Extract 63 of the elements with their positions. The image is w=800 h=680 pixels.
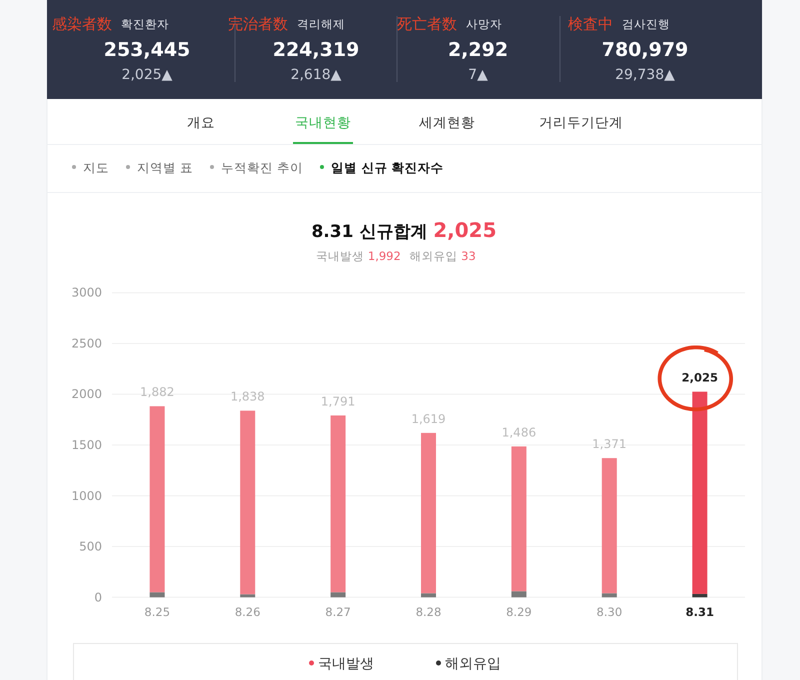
x-tick-label: 8.26 [234,605,260,619]
text: 検査中 [568,15,613,33]
y-tick-label: 2500 [71,336,102,350]
x-tick-label: 8.25 [144,605,170,619]
chart-subtitle: 국내발생 1,992 해외유입 33 [316,249,476,263]
text: 253,445 [104,39,190,61]
text: 完治者数 [228,15,288,33]
text: 국내현황 [295,115,351,131]
x-tick-label: 8.27 [325,605,351,619]
total-label: 1,619 [411,412,446,426]
total-label: 1,371 [592,437,627,452]
bar [330,592,346,598]
text: 7▲ [468,67,488,83]
x-tick-label: 8.29 [506,605,532,619]
text: 感染者数 [52,15,112,33]
chart-title: 8.31 신규합계 2,025 [311,218,497,242]
y-tick-label: 3000 [71,286,102,300]
text: 일별 신규 확진자수 [330,160,444,175]
legend-label: 국내발생 [318,656,374,672]
text: 224,319 [272,39,360,61]
text: 검사진행 [622,17,670,31]
bar [511,591,526,598]
text: 780,979 [602,39,688,61]
total-label: 2,025 [682,370,718,385]
bar [602,593,617,598]
x-tick-label: 8.30 [596,605,622,619]
bar [150,406,165,592]
text: 거리두기단계 [539,115,623,131]
legend-label: 해외유입 [445,656,501,672]
x-tick-label: 8.28 [416,605,442,619]
text: 2,025▲ [122,67,173,83]
text: 지역별 표 [137,160,193,175]
y-tick-label: 1500 [71,438,102,452]
bar [150,592,165,598]
text: 격리해제 [297,17,345,31]
bar [330,415,346,592]
text: 2,292 [448,39,508,61]
text: 2,618▲ [290,67,342,83]
bar [421,593,436,598]
text: 지도 [83,160,109,175]
total-label: 1,882 [140,385,174,400]
text: 세계현황 [419,115,475,131]
text: 확진환자 [121,17,169,31]
bar [240,594,256,598]
bar [240,410,256,594]
y-tick-label: 500 [79,540,102,554]
total-label: 1,791 [320,394,356,408]
text: 누적확진 추이 [220,160,303,175]
text: 개요 [187,115,215,131]
y-tick-label: 2000 [71,387,102,402]
text: 사망자 [466,17,502,31]
total-label: 1,838 [230,390,265,404]
bar [511,446,526,592]
text: 死亡者数 [397,15,457,33]
bar [602,458,617,594]
total-label: 1,486 [502,425,536,440]
x-tick-label: 8.31 [686,605,714,619]
text: 29,738▲ [615,67,676,83]
bar [421,432,436,594]
bar [692,594,708,598]
y-tick-label: 1000 [71,488,102,503]
y-tick-label: 0 [94,590,102,604]
bar [692,392,708,594]
